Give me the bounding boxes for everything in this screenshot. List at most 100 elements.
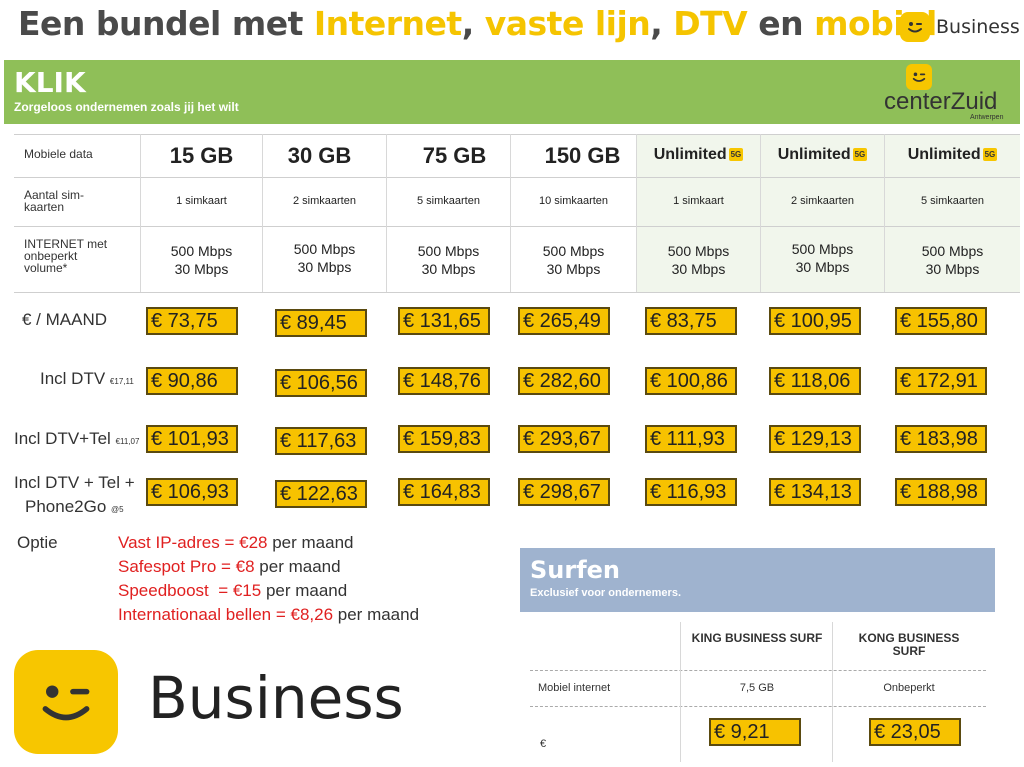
speed-cell: 500 Mbps 30 Mbps [667, 243, 730, 277]
row-label-internet: INTERNET met onbeperkt volume* [24, 237, 108, 275]
wink-face-icon [900, 12, 930, 42]
price-box: € 155,80 [895, 307, 987, 335]
price-box: € 106,93 [146, 478, 238, 506]
sim-cell: 2 simkaarten [791, 195, 854, 207]
5g-badge: 5G [852, 148, 868, 161]
table-line [14, 226, 1020, 227]
surfen-row-label: Mobiel internet [538, 682, 611, 694]
price-box: € 298,67 [518, 478, 610, 506]
table-line [386, 134, 387, 292]
center-zuid-logo: centerZuid Antwerpen [884, 64, 1014, 122]
brand-word: Business [148, 664, 404, 732]
5g-badge: 5G [982, 148, 998, 161]
price-box: € 116,93 [645, 478, 737, 506]
wink-face-icon [14, 650, 118, 754]
price-box: € 282,60 [518, 367, 610, 395]
price-box: € 100,95 [769, 307, 861, 335]
price-box: € 148,76 [398, 367, 490, 395]
price-box: € 122,63 [275, 480, 367, 508]
price-box: € 293,67 [518, 425, 610, 453]
price-box: € 134,13 [769, 478, 861, 506]
table-line [14, 134, 1020, 135]
surfen-row-label: € [540, 738, 547, 750]
price-box: € 73,75 [146, 307, 238, 335]
sim-cell: 5 simkaarten [921, 195, 984, 207]
page-title: Een bundel met Internet, vaste lijn, DTV… [18, 4, 937, 43]
price-box: € 188,98 [895, 478, 987, 506]
price-row-label: € / MAAND [22, 310, 108, 329]
table-line [636, 134, 637, 292]
klik-title: KLIK [14, 66, 86, 99]
klik-subtitle: Zorgeloos ondernemen zoals jij het wilt [14, 100, 239, 114]
surfen-line [530, 670, 986, 671]
surfen-line [530, 706, 986, 707]
price-box: € 183,98 [895, 425, 987, 453]
sim-cell: 1 simkaart [176, 195, 227, 207]
sim-cell: 1 simkaart [673, 195, 724, 207]
price-box: € 131,65 [398, 307, 490, 335]
price-box: € 100,86 [645, 367, 737, 395]
option-item: Safespot Pro = €8 per maand [118, 557, 341, 576]
wink-face-icon [906, 64, 932, 90]
price-box: € 172,91 [895, 367, 987, 395]
center-zuid-name: centerZuid [884, 88, 998, 115]
price-box: € 159,83 [398, 425, 490, 453]
surfen-banner: Surfen Exclusief voor ondernemers. [520, 548, 995, 612]
price-row-label: Incl DTV + Tel + Phone2Go @5 [14, 473, 135, 516]
price-box: € 90,86 [146, 367, 238, 395]
sim-cell: 5 simkaarten [417, 195, 480, 207]
business-logo-small: Business [900, 12, 1020, 42]
option-item: Speedboost = €15 per maand [118, 581, 348, 600]
price-box: € 106,56 [275, 369, 367, 397]
surfen-line [832, 622, 833, 762]
row-label-sims: Aantal sim- kaarten [24, 188, 85, 214]
price-box: € 89,45 [275, 309, 367, 337]
brand-word: Business [936, 16, 1020, 38]
sim-cell: 10 simkaarten [538, 195, 609, 207]
data-cell: 75 GB [422, 143, 487, 168]
price-box: € 111,93 [645, 425, 737, 453]
surfen-title: Surfen [530, 556, 621, 584]
table-line [262, 134, 263, 292]
price-row-label: Incl DTV €17,11 [40, 369, 134, 388]
option-item: Vast IP-adres = €28 per maand [118, 533, 354, 552]
speed-cell: 500 Mbps 30 Mbps [293, 241, 356, 275]
center-zuid-city: Antwerpen [970, 114, 1004, 121]
surfen-cell: 7,5 GB [739, 682, 775, 694]
price-box: € 117,63 [275, 427, 367, 455]
data-cell: Unlimited 5G [907, 146, 998, 163]
price-box: € 101,93 [146, 425, 238, 453]
5g-badge: 5G [728, 148, 744, 161]
price-box: € 23,05 [869, 718, 961, 746]
surfen-line [680, 622, 681, 762]
price-box: € 265,49 [518, 307, 610, 335]
price-box: € 9,21 [709, 718, 801, 746]
price-box: € 83,75 [645, 307, 737, 335]
option-item: Internationaal bellen = €8,26 per maand [118, 605, 420, 624]
price-box: € 118,06 [769, 367, 861, 395]
data-cell: Unlimited 5G [777, 146, 868, 163]
surfen-col-kong: KONG BUSINESS SURF [858, 631, 960, 658]
sim-cell: 2 simkaarten [293, 195, 356, 207]
klik-banner: KLIK Zorgeloos ondernemen zoals jij het … [4, 60, 1020, 124]
surfen-subtitle: Exclusief voor ondernemers. [530, 587, 681, 599]
price-box: € 164,83 [398, 478, 490, 506]
unlimited-columns-shade [636, 134, 1020, 292]
table-line [14, 177, 1020, 178]
table-line [760, 134, 761, 292]
table-line [884, 134, 885, 292]
surfen-col-king: KING BUSINESS SURF [691, 631, 823, 645]
table-line [14, 292, 1020, 293]
data-cell: 15 GB [169, 143, 234, 168]
speed-cell: 500 Mbps 30 Mbps [542, 243, 605, 277]
speed-cell: 500 Mbps 30 Mbps [921, 243, 984, 277]
row-label-data: Mobiele data [24, 147, 93, 161]
price-row-label: Incl DTV+Tel €11,07 [14, 429, 140, 448]
data-cell: 150 GB [544, 143, 621, 168]
price-box: € 129,13 [769, 425, 861, 453]
speed-cell: 500 Mbps 30 Mbps [170, 243, 233, 277]
surfen-cell: Onbeperkt [883, 682, 935, 694]
table-line [140, 134, 141, 292]
options-label: Optie [17, 533, 58, 552]
data-cell: 30 GB [287, 143, 352, 168]
